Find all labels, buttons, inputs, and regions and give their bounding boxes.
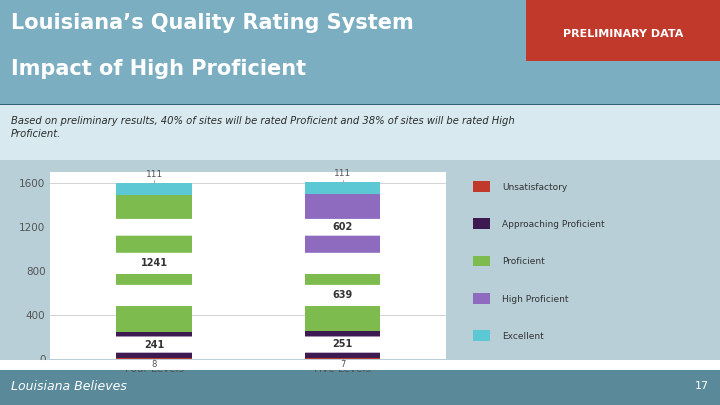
Bar — [473, 181, 490, 192]
Text: Unsatisfactory: Unsatisfactory — [503, 183, 567, 192]
Text: Impact of High Proficient: Impact of High Proficient — [11, 59, 306, 79]
Text: PRELIMINARY DATA: PRELIMINARY DATA — [562, 30, 683, 39]
Circle shape — [0, 220, 720, 235]
Text: High Proficient: High Proficient — [503, 295, 569, 304]
Circle shape — [0, 360, 720, 369]
Circle shape — [0, 168, 720, 179]
Bar — [473, 218, 490, 229]
Circle shape — [0, 286, 720, 305]
Bar — [305, 260, 380, 330]
Text: 602: 602 — [333, 222, 353, 232]
Circle shape — [0, 338, 720, 352]
Text: 8: 8 — [151, 360, 157, 369]
Bar — [117, 183, 192, 195]
Text: 17: 17 — [695, 381, 709, 391]
Bar — [305, 358, 380, 359]
Text: Louisiana’s Quality Rating System: Louisiana’s Quality Rating System — [11, 13, 413, 32]
Text: Approaching Proficient: Approaching Proficient — [503, 220, 605, 229]
Text: 1241: 1241 — [140, 258, 168, 269]
Bar — [305, 182, 380, 194]
Text: Louisiana Believes: Louisiana Believes — [11, 379, 127, 392]
Text: 241: 241 — [144, 340, 164, 350]
Text: Excellent: Excellent — [503, 332, 544, 341]
Text: 111: 111 — [334, 169, 351, 178]
Bar — [117, 195, 192, 332]
Bar — [305, 194, 380, 260]
Text: 111: 111 — [145, 170, 163, 179]
Text: 251: 251 — [333, 339, 353, 350]
Bar — [526, 0, 720, 61]
Circle shape — [0, 360, 720, 369]
Circle shape — [0, 254, 720, 273]
Bar — [117, 358, 192, 359]
Bar — [305, 330, 380, 358]
Bar — [473, 330, 490, 341]
Text: 7: 7 — [340, 360, 346, 369]
Bar — [117, 332, 192, 358]
Circle shape — [0, 337, 720, 352]
Text: Based on preliminary results, 40% of sites will be rated Proficient and 38% of s: Based on preliminary results, 40% of sit… — [11, 116, 515, 139]
Text: Proficient: Proficient — [503, 257, 545, 266]
Text: 639: 639 — [333, 290, 353, 301]
Bar — [473, 293, 490, 304]
Bar — [473, 256, 490, 266]
Circle shape — [0, 168, 720, 180]
